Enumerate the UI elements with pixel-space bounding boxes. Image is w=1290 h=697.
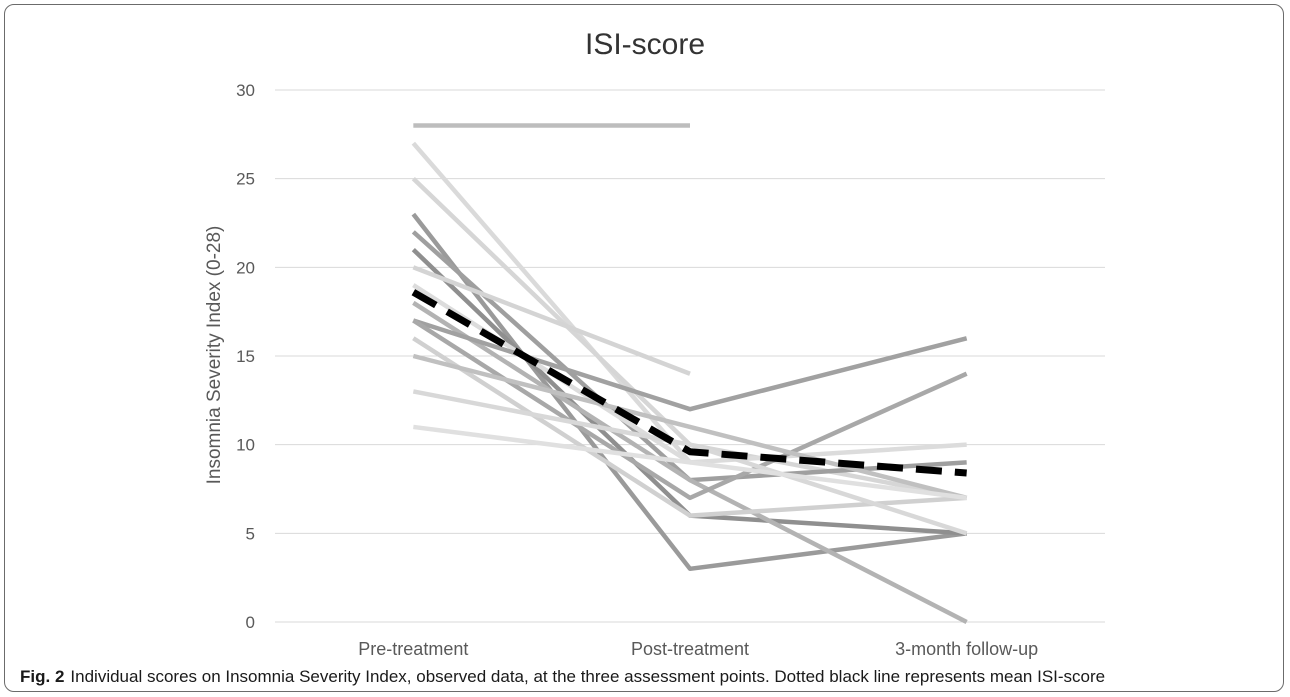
isi-line-chart: ISI-score Insomnia Severity Index (0-28)… xyxy=(0,0,1290,665)
y-tick-labels: 0 5 10 15 20 25 30 xyxy=(236,81,255,632)
y-tick-label: 5 xyxy=(246,524,255,543)
individual-series-line xyxy=(413,356,966,498)
individual-series-line xyxy=(413,321,966,410)
x-tick-label: Post-treatment xyxy=(631,639,749,659)
y-tick-label: 0 xyxy=(246,613,255,632)
individual-series-line xyxy=(413,427,966,498)
figure-caption: Fig. 2 Individual scores on Insomnia Seve… xyxy=(20,667,1280,687)
x-tick-labels: Pre-treatment Post-treatment 3-month follo… xyxy=(358,639,1038,659)
x-tick-label: Pre-treatment xyxy=(358,639,468,659)
gridlines xyxy=(275,90,1105,622)
individual-series xyxy=(413,125,966,622)
y-tick-label: 25 xyxy=(236,170,255,189)
figure-label: Fig. 2 xyxy=(20,667,64,686)
y-tick-label: 20 xyxy=(236,258,255,277)
y-axis-label: Insomnia Severity Index (0-28) xyxy=(204,226,225,485)
chart-title: ISI-score xyxy=(585,28,705,61)
y-tick-label: 10 xyxy=(236,436,255,455)
x-tick-label: 3-month follow-up xyxy=(895,639,1038,659)
y-tick-label: 15 xyxy=(236,347,255,366)
caption-text: Individual scores on Insomnia Severity I… xyxy=(70,667,1105,686)
y-tick-label: 30 xyxy=(236,81,255,100)
